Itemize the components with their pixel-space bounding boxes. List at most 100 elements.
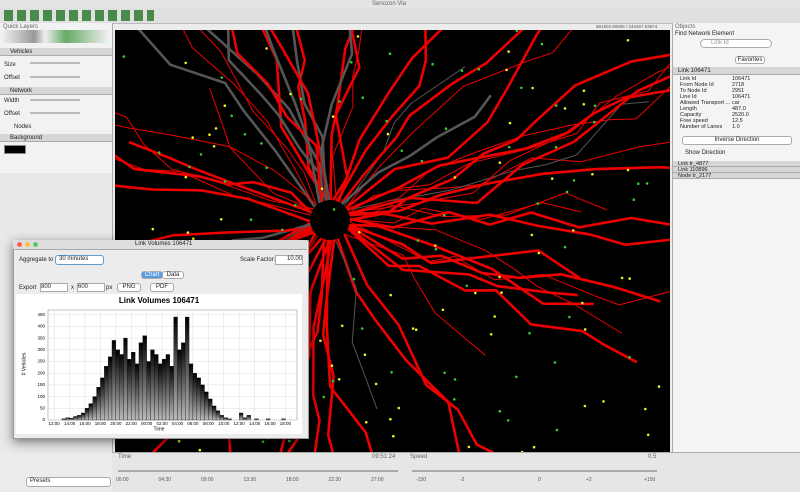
vehicle [243,133,247,136]
x-tick-label: 10:00 [218,421,230,426]
label: Width [4,98,20,104]
vehicle [626,39,630,42]
export-label: Export [19,285,37,291]
x-tick-label: 20:00 [110,421,122,426]
road [349,210,670,229]
speed-slider[interactable] [412,470,657,472]
bar [188,363,194,421]
road [334,239,378,410]
vehicle [299,97,303,101]
label[interactable]: Nodes [14,124,32,130]
vehicle [223,104,227,107]
vehicle [531,86,534,90]
speed-label: Speed [410,454,428,460]
vehicle [637,182,640,185]
vehicle [500,291,503,294]
road [349,225,623,334]
other-item[interactable]: Link tr_4877 [678,161,709,167]
vehicle [414,328,418,332]
png-button[interactable]: PNG [117,283,141,292]
bar [123,337,128,421]
section-title[interactable]: Network [10,88,33,94]
label: Size [4,62,16,68]
y-tick-label: 100 [37,394,45,399]
vehicle [467,445,471,449]
road [137,30,316,208]
toolbar-icons[interactable] [4,10,154,21]
property-key: Allowed Transport ... [680,100,731,106]
tab[interactable]: Chart [141,271,163,279]
vehicle [520,450,524,452]
road [348,86,670,214]
bar [200,384,205,421]
favorites-tab[interactable]: Favorites [735,56,765,64]
y-tick-label: 200 [37,370,45,375]
x-tick-label: 16:00 [79,421,91,426]
vehicle [536,202,540,205]
bar [212,405,217,421]
scale-field[interactable]: 10.00 [275,255,303,265]
slider[interactable] [30,62,80,64]
road [115,154,313,215]
vehicle [507,50,510,53]
slider[interactable] [30,112,80,114]
vehicle [420,159,424,163]
color-swatch[interactable] [4,145,26,154]
window-title: Link Volumes 106471 [135,241,193,247]
slider[interactable] [30,99,80,101]
vehicle [331,115,335,118]
property-value: 487.0 [732,106,746,112]
presets-select[interactable]: Presets [26,477,111,487]
section-title[interactable]: Vehicles [10,49,33,55]
bar [111,340,116,421]
property-key: Capacity [680,112,702,118]
road [279,239,331,452]
vehicle [572,179,576,182]
app-title: Senozon Via [372,1,406,7]
vehicle [632,198,636,201]
road [128,140,313,214]
bar [161,358,167,421]
bar [223,417,228,421]
vehicle [583,328,587,331]
property-value: 2718 [732,82,745,88]
height-field[interactable]: 600 [77,283,105,292]
other-item[interactable]: Link 110896 [678,167,708,173]
inverse-button[interactable]: Inverse Direction [682,136,792,145]
vehicle [198,448,202,452]
show-direction[interactable]: Show Direction [685,150,726,156]
vehicle [645,182,649,185]
window-controls[interactable] [17,242,41,247]
tab[interactable]: Data [162,271,184,279]
road [349,212,670,247]
vehicle [220,76,224,79]
bar [142,335,147,421]
slider[interactable] [30,76,80,78]
road [199,30,317,206]
vehicle [332,208,336,211]
vehicle [416,239,420,242]
section-title[interactable]: Background [10,135,43,141]
speed-tick: 0 [538,477,541,483]
vehicle [565,190,569,194]
road [348,75,670,216]
layer-icons[interactable] [3,30,108,43]
link-title[interactable]: Link 106471 [678,68,711,74]
vehicle [186,231,190,234]
pdf-button[interactable]: PDF [150,283,174,292]
property-key: Length [680,106,697,112]
x-tick-label: 22:00 [126,421,138,426]
vehicle [363,353,367,357]
x-tick-label: 14:00 [249,421,261,426]
vehicle [122,55,126,58]
interval-select[interactable]: 30 minutes [55,255,104,265]
time-tick: 27:00 [371,477,384,483]
time-slider[interactable] [118,470,398,472]
other-item[interactable]: Node tr_2177 [678,173,712,179]
property-value: 106471 [732,76,751,82]
width-field[interactable]: 800 [40,283,68,292]
vehicle [337,378,341,381]
vehicle [460,69,464,72]
search-field[interactable]: Link Id [700,39,772,48]
vehicle [361,96,365,99]
